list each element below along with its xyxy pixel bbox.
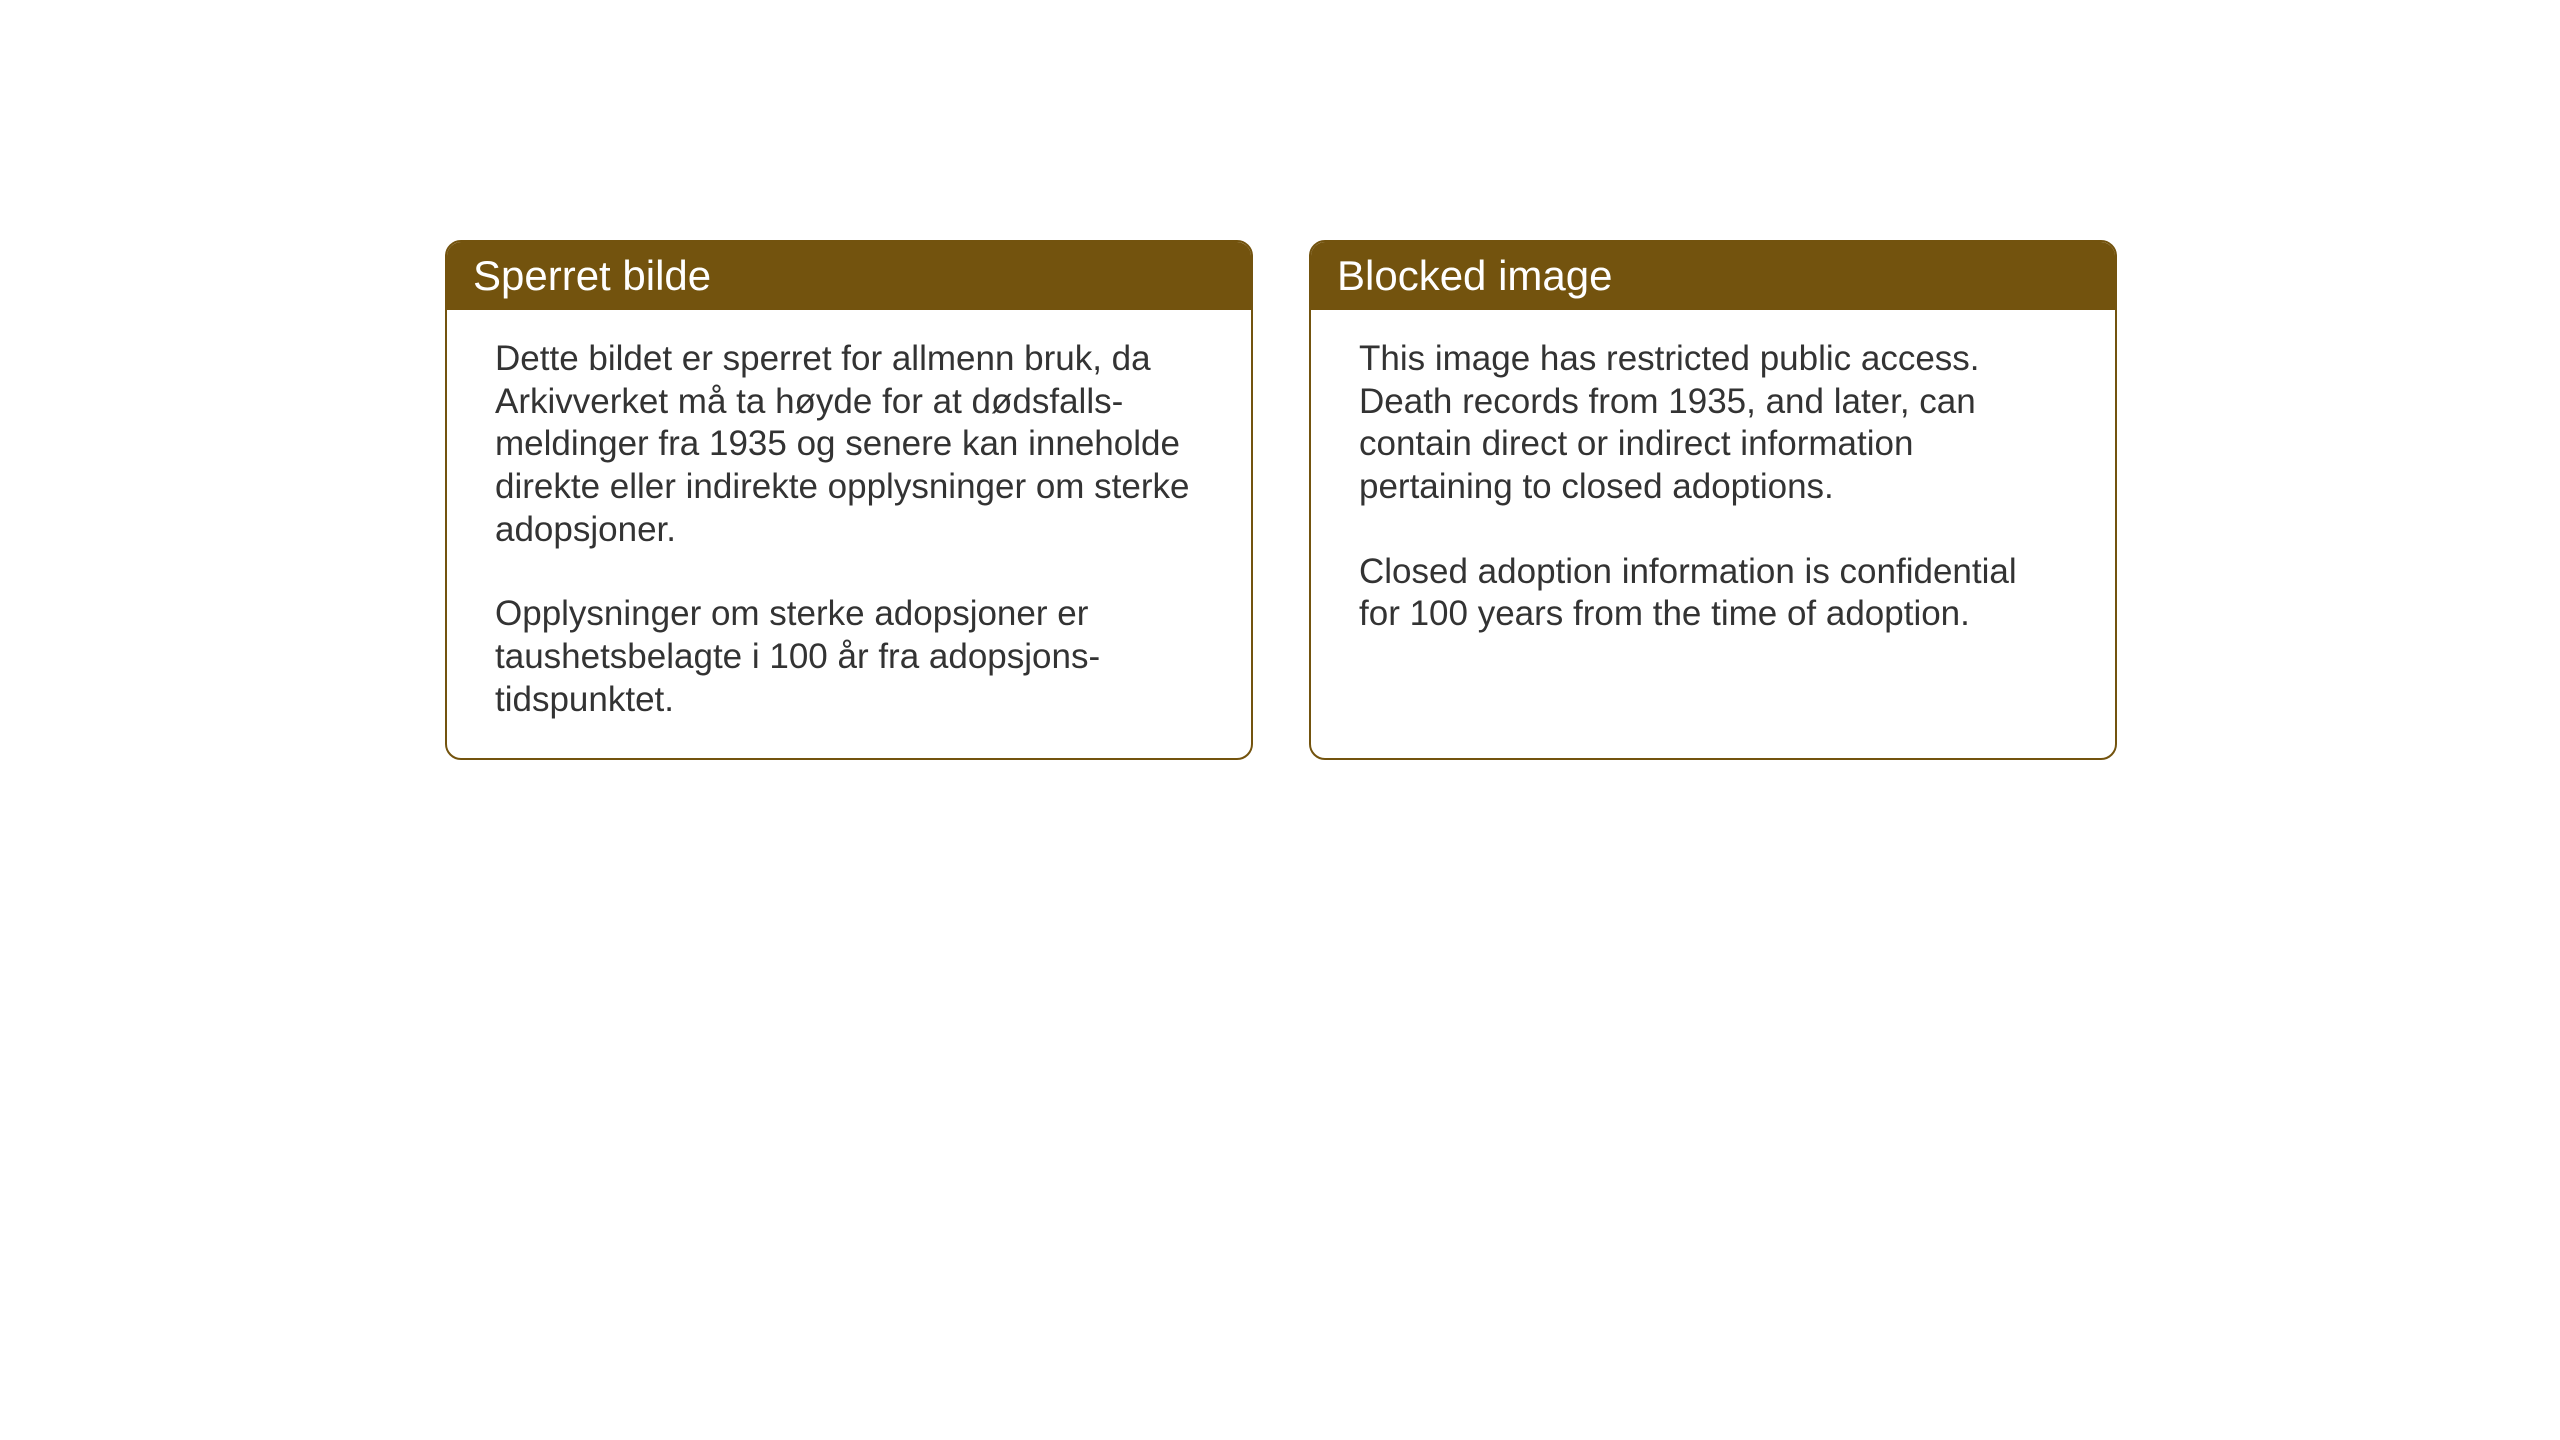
card-paragraph-2-english: Closed adoption information is confident… [1359,551,2067,636]
card-body-english: This image has restricted public access.… [1311,310,2115,756]
card-container: Sperret bilde Dette bildet er sperret fo… [445,240,2117,760]
blocked-image-card-norwegian: Sperret bilde Dette bildet er sperret fo… [445,240,1253,760]
card-body-norwegian: Dette bildet er sperret for allmenn bruk… [447,310,1251,758]
card-header-english: Blocked image [1311,242,2115,310]
blocked-image-card-english: Blocked image This image has restricted … [1309,240,2117,760]
card-title-english: Blocked image [1337,252,1612,299]
card-paragraph-1-norwegian: Dette bildet er sperret for allmenn bruk… [495,338,1203,551]
card-header-norwegian: Sperret bilde [447,242,1251,310]
card-paragraph-1-english: This image has restricted public access.… [1359,338,2067,509]
card-paragraph-2-norwegian: Opplysninger om sterke adopsjoner er tau… [495,593,1203,721]
card-title-norwegian: Sperret bilde [473,252,711,299]
